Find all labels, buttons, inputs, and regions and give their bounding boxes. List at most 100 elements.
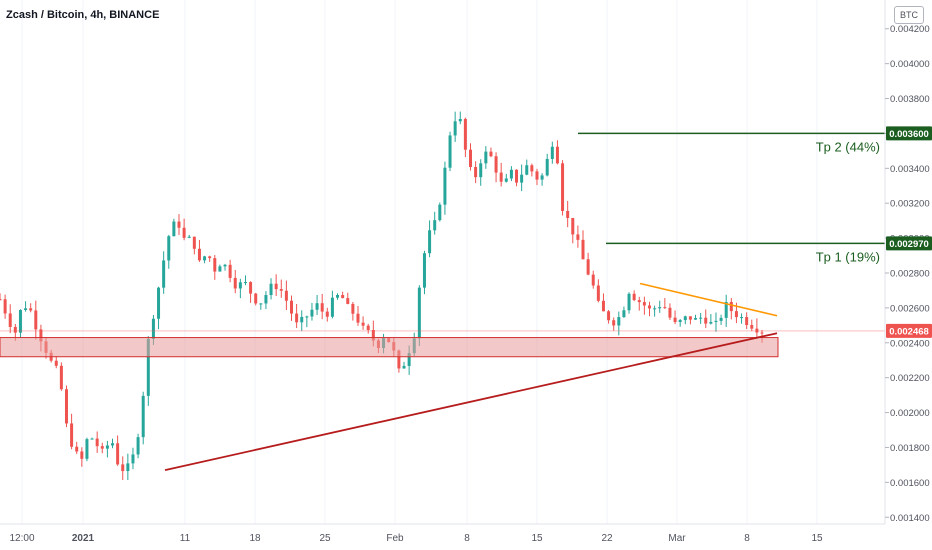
candle-body bbox=[341, 295, 345, 299]
candle-body bbox=[750, 325, 754, 329]
candle-body bbox=[622, 310, 626, 318]
candle-body bbox=[356, 313, 360, 323]
candle-body bbox=[315, 303, 319, 310]
candle-body bbox=[443, 167, 447, 205]
x-tick-label: 25 bbox=[319, 533, 331, 544]
y-tick-label: 0.004200 bbox=[890, 24, 930, 35]
candle-body bbox=[325, 311, 329, 317]
candle-body bbox=[678, 320, 682, 323]
y-tick-label: 0.001600 bbox=[890, 478, 930, 489]
drawings: Tp 2 (44%) Tp 1 (19%) bbox=[0, 132, 885, 472]
support-zone-rect bbox=[0, 337, 779, 358]
y-tick-label: 0.002800 bbox=[890, 269, 930, 280]
target-label: Tp 1 (19%) bbox=[816, 249, 880, 264]
x-tick-label: 15 bbox=[531, 533, 543, 544]
candle-body bbox=[64, 389, 68, 424]
candle-body bbox=[694, 318, 698, 320]
candle-body bbox=[249, 282, 253, 294]
candle-body bbox=[269, 283, 273, 296]
candle-body bbox=[658, 307, 662, 309]
candle-body bbox=[136, 437, 140, 455]
candle-body bbox=[474, 167, 478, 178]
candle-body bbox=[596, 285, 600, 301]
target-price-badge: 0.002970 bbox=[889, 239, 929, 250]
candle-body bbox=[75, 446, 79, 452]
candle-body bbox=[576, 234, 580, 240]
candle-body bbox=[121, 464, 125, 472]
candle-body bbox=[663, 307, 667, 309]
target-label: Tp 2 (44%) bbox=[816, 139, 880, 154]
candle-body bbox=[494, 156, 498, 173]
currency-badge[interactable]: BTC bbox=[894, 6, 924, 24]
candle-body bbox=[361, 322, 365, 326]
current-price-badge: 0.002468 bbox=[889, 326, 929, 337]
candle-body bbox=[484, 151, 488, 164]
candle-body bbox=[607, 311, 611, 321]
candle-body bbox=[85, 439, 89, 459]
candle-body bbox=[223, 264, 227, 267]
price-badges: 0.003600 0.002970 0.002468 bbox=[886, 126, 932, 338]
candle-body bbox=[673, 317, 677, 323]
candle-body bbox=[724, 301, 728, 318]
x-tick-label: Mar bbox=[668, 533, 686, 544]
candle-body bbox=[162, 260, 166, 288]
candle-body bbox=[755, 328, 759, 333]
candle-body bbox=[428, 230, 432, 254]
candle-body bbox=[489, 151, 493, 157]
candle-body bbox=[330, 297, 334, 317]
support-zone bbox=[0, 337, 779, 358]
candle-body bbox=[545, 158, 549, 176]
current-price-badge-bg bbox=[886, 323, 932, 338]
candle-body bbox=[90, 438, 94, 440]
candle-body bbox=[647, 305, 651, 309]
candle-body bbox=[111, 443, 115, 446]
candle-body bbox=[18, 309, 22, 333]
candle-body bbox=[586, 259, 590, 275]
candle-body bbox=[95, 438, 99, 447]
candle-body bbox=[402, 365, 406, 369]
candle-body bbox=[320, 303, 324, 312]
rising-trendline bbox=[164, 332, 778, 472]
x-tick-label: 22 bbox=[601, 533, 613, 544]
target-price-badge-bg bbox=[886, 126, 932, 141]
candle-body bbox=[182, 227, 186, 238]
candle-body bbox=[530, 165, 534, 172]
candle-body bbox=[126, 463, 130, 472]
candle-body bbox=[167, 236, 171, 261]
x-axis: 12:00 2021 11 18 25 Feb 8 15 22 Mar 8 15 bbox=[0, 523, 885, 544]
candle-body bbox=[745, 317, 749, 326]
candles bbox=[0, 111, 764, 481]
candle-body bbox=[591, 274, 595, 286]
candle-body bbox=[581, 239, 585, 260]
candle-body bbox=[177, 221, 181, 228]
y-tick-label: 0.001800 bbox=[890, 443, 930, 454]
x-tick-label: 12:00 bbox=[9, 533, 34, 544]
candle-body bbox=[172, 221, 176, 237]
candle-body bbox=[70, 423, 74, 447]
candle-body bbox=[366, 325, 370, 330]
candle-body bbox=[397, 350, 401, 369]
candle-body bbox=[453, 121, 457, 136]
candle-body bbox=[535, 171, 539, 180]
candle-body bbox=[192, 236, 196, 249]
candle-body bbox=[213, 258, 217, 272]
candle-body bbox=[284, 290, 288, 301]
y-tick-label: 0.003200 bbox=[890, 199, 930, 210]
candle-body bbox=[729, 301, 733, 312]
candle-body bbox=[468, 149, 472, 168]
candle-body bbox=[290, 300, 294, 314]
y-tick-label: 0.001400 bbox=[890, 513, 930, 524]
candle-body bbox=[448, 135, 452, 168]
candle-body bbox=[157, 287, 161, 319]
candle-body bbox=[504, 178, 508, 182]
candle-body bbox=[264, 295, 268, 304]
candle-body bbox=[254, 293, 258, 304]
candle-body bbox=[699, 317, 703, 319]
candle-body bbox=[203, 256, 207, 261]
candle-body bbox=[54, 360, 58, 366]
candle-body bbox=[24, 308, 28, 310]
candle-body bbox=[734, 311, 738, 318]
candle-body bbox=[346, 298, 350, 304]
y-tick-label: 0.002000 bbox=[890, 408, 930, 419]
